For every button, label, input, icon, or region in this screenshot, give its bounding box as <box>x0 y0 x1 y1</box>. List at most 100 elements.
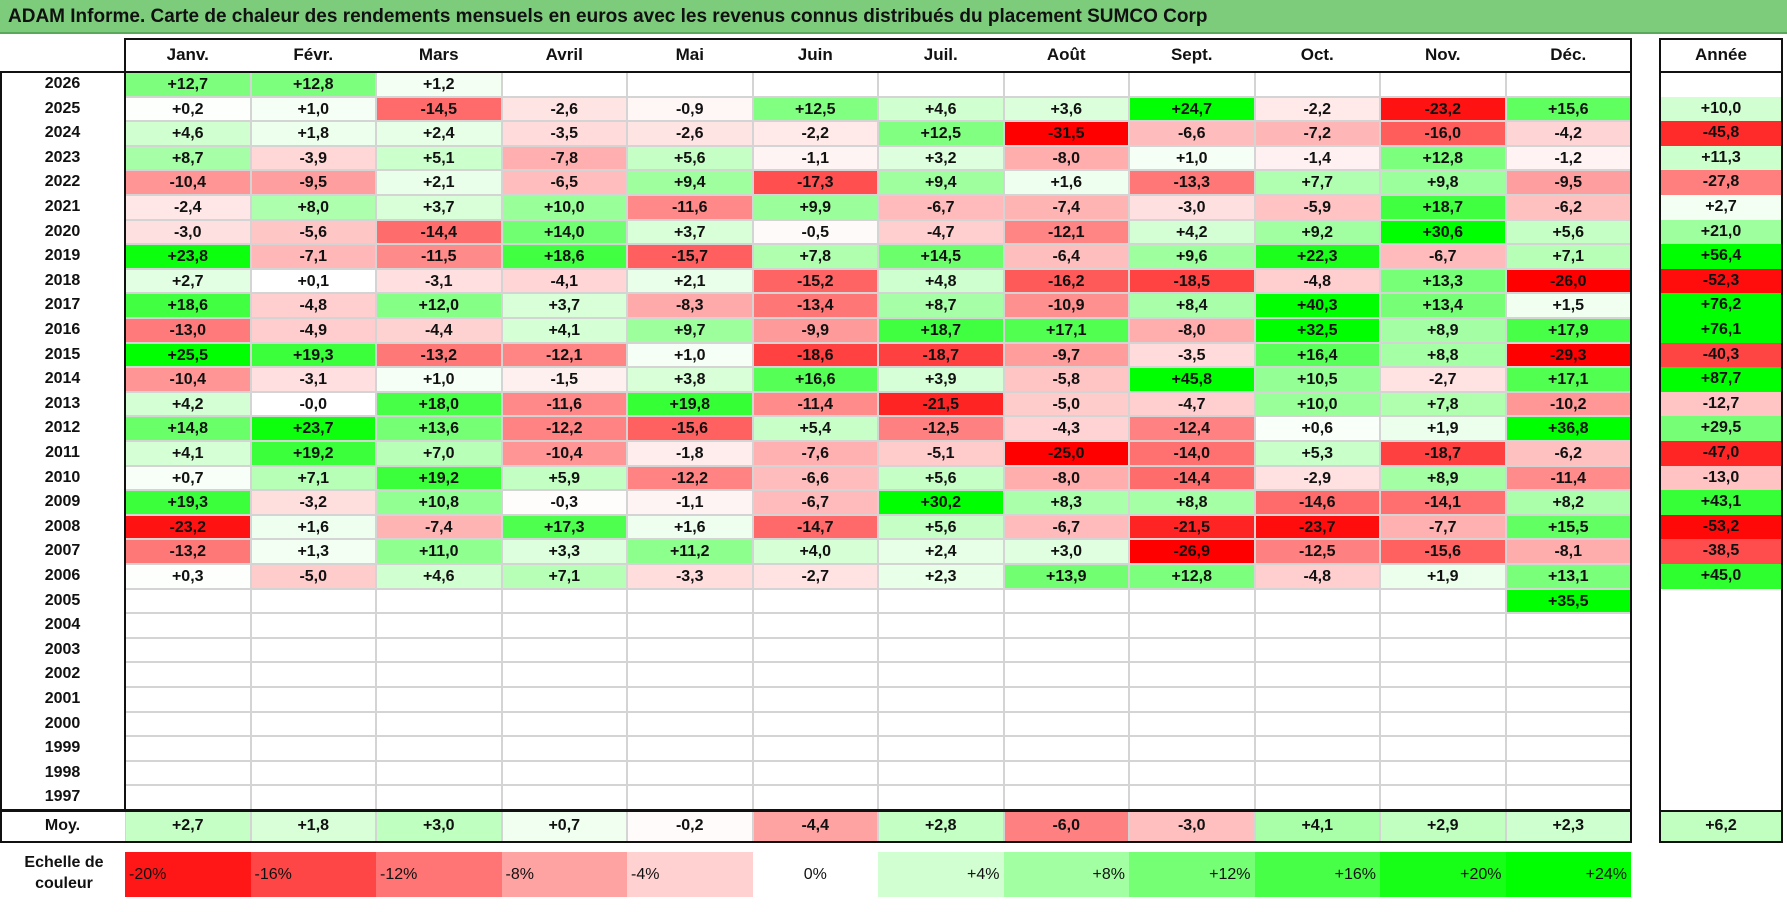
heatmap-cell: -7,1 <box>250 244 376 269</box>
heatmap-cell: +7,1 <box>1505 244 1631 269</box>
heatmap-cell: +8,0 <box>250 195 376 220</box>
month-header: Mai <box>675 45 704 64</box>
heatmap-cell: +10,5 <box>1254 367 1380 392</box>
heatmap-cell: +13,6 <box>376 416 502 441</box>
color-scale-swatch: +20% <box>1380 852 1506 897</box>
heatmap-cell <box>1505 637 1631 663</box>
heatmap-cell <box>376 637 502 663</box>
heatmap-cell: +1,2 <box>376 72 502 97</box>
year-label: 2012 <box>44 419 81 437</box>
heatmap-cell: -12,5 <box>1254 539 1380 564</box>
heatmap-cell: +9,7 <box>627 318 753 343</box>
average-cell: +2,7 <box>125 810 251 842</box>
heatmap-cell: +4,8 <box>878 268 1004 294</box>
heatmap-cell <box>1254 72 1380 97</box>
heatmap-cell: +8,3 <box>1003 490 1129 515</box>
annual-cell: -52,3 <box>1660 268 1782 294</box>
year-label: 2022 <box>44 173 81 191</box>
heatmap-cell: +35,5 <box>1505 588 1631 614</box>
heatmap-cell <box>125 687 251 712</box>
year-label: 2014 <box>44 370 81 388</box>
heatmap-cell: +5,6 <box>1505 219 1631 245</box>
heatmap-cell: +18,7 <box>1380 195 1506 220</box>
color-scale-swatch: +16% <box>1254 852 1380 897</box>
heatmap-cell <box>1380 588 1506 614</box>
year-label: 2010 <box>44 468 81 486</box>
heatmap-cell <box>501 736 627 761</box>
heatmap-cell <box>752 662 878 687</box>
month-header: Avril <box>545 45 583 64</box>
heatmap-cell: -25,0 <box>1003 441 1129 466</box>
heatmap-cell <box>1129 736 1255 761</box>
heatmap-cell <box>250 613 376 638</box>
heatmap-cell: -2,6 <box>627 121 753 146</box>
heatmap-cell: -7,2 <box>1254 121 1380 146</box>
heatmap-cell: -0,5 <box>752 219 878 245</box>
heatmap-cell <box>1129 711 1255 737</box>
heatmap-cell <box>1380 687 1506 712</box>
heatmap-cell <box>1129 785 1255 810</box>
heatmap-cell: +9,2 <box>1254 219 1380 245</box>
heatmap-cell: +2,4 <box>878 539 1004 564</box>
heatmap-cell: -3,3 <box>627 564 753 589</box>
heatmap-cell: +25,5 <box>125 342 251 368</box>
heatmap-cell: -1,8 <box>627 441 753 466</box>
year-label: 1998 <box>44 763 81 781</box>
heatmap-cell: +7,8 <box>1380 391 1506 417</box>
annual-cell: +10,0 <box>1660 96 1782 122</box>
year-label: 2011 <box>45 444 80 461</box>
heatmap-cell: +2,1 <box>376 170 502 195</box>
heatmap-cell: -1,2 <box>1505 145 1631 171</box>
heatmap-cell: -13,3 <box>1129 170 1255 195</box>
heatmap-cell <box>878 785 1004 810</box>
heatmap-cell <box>752 711 878 737</box>
heatmap-cell: -14,4 <box>376 219 502 245</box>
month-header: Mars <box>418 45 459 64</box>
heatmap-cell: -11,4 <box>1505 465 1631 491</box>
heatmap-cell: +7,1 <box>501 564 627 589</box>
heatmap-cell: -14,6 <box>1254 490 1380 515</box>
heatmap-cell: -10,9 <box>1003 293 1129 318</box>
heatmap-cell: +17,3 <box>501 514 627 540</box>
heatmap-cell <box>250 662 376 687</box>
heatmap-cell: +7,7 <box>1254 170 1380 195</box>
average-cell: -6,0 <box>1003 810 1129 842</box>
heatmap-cell: +1,6 <box>250 514 376 540</box>
heatmap-cell <box>1254 662 1380 687</box>
year-label: 2009 <box>44 493 81 511</box>
heatmap-cell: -2,2 <box>752 121 878 146</box>
heatmap-cell: -5,1 <box>878 441 1004 466</box>
heatmap-cell: +8,2 <box>1505 490 1631 515</box>
year-label: 2003 <box>44 640 81 658</box>
average-cell: +4,1 <box>1254 810 1380 842</box>
heatmap-cell: +5,6 <box>878 465 1004 491</box>
heatmap-cell: +4,1 <box>501 318 627 343</box>
heatmap-cell <box>125 588 251 614</box>
heatmap-cell <box>627 72 753 97</box>
heatmap-cell: +8,7 <box>125 145 251 171</box>
heatmap-cell <box>125 760 251 786</box>
heatmap-cell: +1,6 <box>1003 170 1129 195</box>
heatmap-cell: -23,2 <box>125 514 251 540</box>
heatmap-cell <box>501 613 627 638</box>
heatmap-cell: +5,1 <box>376 145 502 171</box>
heatmap-cell: -1,5 <box>501 367 627 392</box>
month-header: Sept. <box>1170 45 1213 64</box>
heatmap-cell: +3,7 <box>376 195 502 220</box>
average-cell: +2,9 <box>1380 810 1506 842</box>
heatmap-cell <box>1380 637 1506 663</box>
heatmap-cell: +4,6 <box>878 96 1004 122</box>
heatmap-cell: -3,0 <box>125 219 251 245</box>
heatmap-cell <box>125 637 251 663</box>
heatmap-cell: +12,8 <box>1129 564 1255 589</box>
heatmap-cell <box>1380 785 1506 810</box>
heatmap-cell <box>1129 588 1255 614</box>
heatmap-cell <box>752 687 878 712</box>
annual-cell: +11,3 <box>1660 145 1782 171</box>
heatmap-cell: +8,7 <box>878 293 1004 318</box>
heatmap-cell: -4,7 <box>1129 391 1255 417</box>
heatmap-cell: +3,7 <box>501 293 627 318</box>
heatmap-cell: -12,2 <box>501 416 627 441</box>
average-cell: +1,8 <box>250 810 376 842</box>
heatmap-cell: +4,6 <box>125 121 251 146</box>
